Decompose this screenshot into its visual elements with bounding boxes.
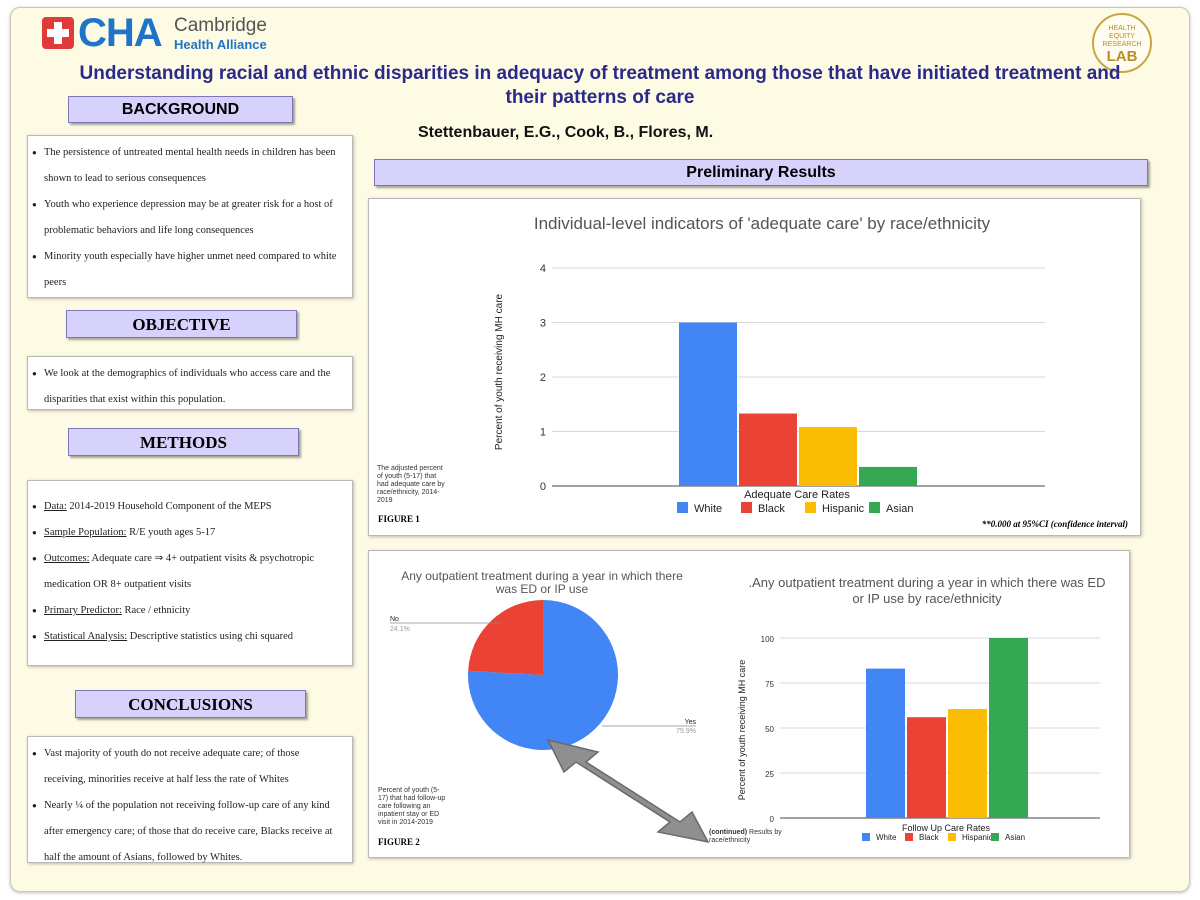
pie-value-no: 24.1% bbox=[390, 626, 410, 633]
lab-line4: LAB bbox=[1106, 48, 1138, 65]
bar-asian bbox=[859, 466, 917, 486]
objective-bullet: We look at the demographics of individua… bbox=[28, 361, 342, 413]
figure2-caption: Percent of youth (5-17) that had follow-… bbox=[378, 787, 446, 826]
figure1-note: **0.000 at 95%CI (confidence interval) bbox=[981, 519, 1128, 529]
double-arrow-icon bbox=[546, 738, 710, 844]
chart3-title-line2: or IP use by race/ethnicity bbox=[852, 591, 1002, 606]
legend-label: Hispanic bbox=[822, 503, 865, 515]
background-heading: BACKGROUND bbox=[68, 96, 293, 123]
chart1-xlabel: Adequate Care Rates bbox=[744, 489, 850, 501]
methods-item-predictor: Primary Predictor: Race / ethnicity bbox=[28, 598, 342, 624]
bar-hispanic bbox=[948, 709, 987, 818]
figure2-continued: (continued) Results by race/ethnicity bbox=[709, 829, 782, 844]
background-bullet: The persistence of untreated mental heal… bbox=[28, 140, 342, 192]
legend-swatch bbox=[948, 833, 956, 841]
chart2: Any outpatient treatment during a year i… bbox=[390, 569, 697, 750]
y-tick-label: 3 bbox=[540, 318, 546, 330]
bar-white bbox=[679, 322, 737, 486]
methods-box: Data: 2014-2019 Household Component of t… bbox=[27, 480, 353, 666]
y-tick-label: 75 bbox=[765, 680, 774, 689]
figure2-label: FIGURE 2 bbox=[378, 837, 420, 847]
background-box: The persistence of untreated mental heal… bbox=[27, 135, 353, 298]
legend-label: Asian bbox=[886, 503, 914, 515]
background-bullet: Youth who experience depression may be a… bbox=[28, 192, 342, 244]
chart2-title-line2: was ED or IP use bbox=[495, 582, 589, 596]
double-arrow-shape bbox=[546, 738, 710, 844]
logo-name: Cambridge bbox=[174, 15, 267, 36]
legend-label: White bbox=[876, 833, 897, 842]
chart3: .Any outpatient treatment during a year … bbox=[737, 575, 1106, 842]
legend-label: Black bbox=[919, 833, 940, 842]
legend-swatch bbox=[869, 502, 880, 513]
y-tick-label: 2 bbox=[540, 372, 546, 384]
results-heading: Preliminary Results bbox=[374, 159, 1148, 186]
methods-item-outcomes: Outcomes: Adequate care ⇒ 4+ outpatient … bbox=[28, 546, 342, 598]
chart3-title-line1: .Any outpatient treatment during a year … bbox=[749, 575, 1106, 590]
authors: Stettenbauer, E.G., Cook, B., Flores, M. bbox=[418, 124, 714, 141]
chart1-title: Individual-level indicators of 'adequate… bbox=[534, 214, 991, 233]
figure1-label: FIGURE 1 bbox=[378, 514, 420, 524]
lab-line2: EQUITY bbox=[1108, 33, 1136, 40]
background-bullet: Minority youth especially have higher un… bbox=[28, 244, 342, 296]
cha-logo: CHA Cambridge Health Alliance bbox=[42, 11, 282, 55]
poster-title: Understanding racial and ethnic disparit… bbox=[20, 62, 1180, 110]
chart2-title-line1: Any outpatient treatment during a year i… bbox=[401, 569, 683, 583]
legend-swatch bbox=[991, 833, 999, 841]
legend-label: Black bbox=[758, 503, 785, 515]
bar-hispanic bbox=[799, 427, 857, 486]
pie-label-yes: Yes bbox=[685, 719, 697, 726]
chart1-ylabel: Percent of youth receiving MH care bbox=[494, 293, 505, 450]
y-tick-label: 50 bbox=[765, 725, 774, 734]
y-tick-label: 25 bbox=[765, 770, 774, 779]
pie-value-yes: 75.9% bbox=[676, 728, 696, 735]
legend-swatch bbox=[805, 502, 816, 513]
y-tick-label: 1 bbox=[540, 427, 546, 439]
y-tick-label: 0 bbox=[770, 815, 775, 824]
title-line2: their patterns of care bbox=[505, 87, 695, 108]
lab-line3: RESEARCH bbox=[1102, 41, 1142, 48]
methods-item-analysis: Statistical Analysis: Descriptive statis… bbox=[28, 624, 342, 650]
legend-swatch bbox=[677, 502, 688, 513]
health-equity-lab-logo: HEALTH EQUITY RESEARCH LAB bbox=[1092, 13, 1152, 73]
legend-label: Hispanic bbox=[962, 833, 993, 842]
legend-label: Asian bbox=[1005, 833, 1025, 842]
legend-label: White bbox=[694, 503, 722, 515]
chart3-ylabel: Percent of youth receiving MH care bbox=[737, 660, 747, 801]
figure1-caption: The adjusted percent of youth (5-17) tha… bbox=[377, 465, 445, 504]
legend-swatch bbox=[905, 833, 913, 841]
conclusions-bullet: Nearly ¼ of the population not receiving… bbox=[28, 793, 342, 871]
logo-sub: Health Alliance bbox=[174, 37, 267, 52]
lab-line1: HEALTH bbox=[1108, 25, 1136, 32]
y-tick-label: 0 bbox=[540, 481, 546, 493]
logo-mark: CHA bbox=[78, 11, 163, 55]
conclusions-box: Vast majority of youth do not receive ad… bbox=[27, 736, 353, 863]
bar-black bbox=[907, 717, 946, 818]
title-line1: Understanding racial and ethnic disparit… bbox=[79, 63, 1121, 84]
methods-item-data: Data: 2014-2019 Household Component of t… bbox=[28, 494, 342, 520]
y-tick-label: 100 bbox=[761, 635, 775, 644]
objective-heading: OBJECTIVE bbox=[66, 310, 297, 338]
pie-label-no: No bbox=[390, 616, 399, 623]
legend-swatch bbox=[862, 833, 870, 841]
cross-icon bbox=[42, 17, 74, 49]
methods-item-sample: Sample Population: R/E youth ages 5-17 bbox=[28, 520, 342, 546]
chart3-xlabel: Follow Up Care Rates bbox=[902, 823, 991, 833]
y-tick-label: 4 bbox=[540, 263, 546, 275]
chart1: Individual-level indicators of 'adequate… bbox=[494, 214, 1045, 515]
bar-asian bbox=[989, 638, 1028, 818]
methods-heading: METHODS bbox=[68, 428, 299, 456]
bar-black bbox=[739, 413, 797, 486]
legend-swatch bbox=[741, 502, 752, 513]
pie-slice-no bbox=[468, 600, 543, 675]
objective-box: We look at the demographics of individua… bbox=[27, 356, 353, 410]
conclusions-bullet: Vast majority of youth do not receive ad… bbox=[28, 741, 342, 793]
bar-white bbox=[866, 668, 905, 818]
conclusions-heading: CONCLUSIONS bbox=[75, 690, 306, 718]
